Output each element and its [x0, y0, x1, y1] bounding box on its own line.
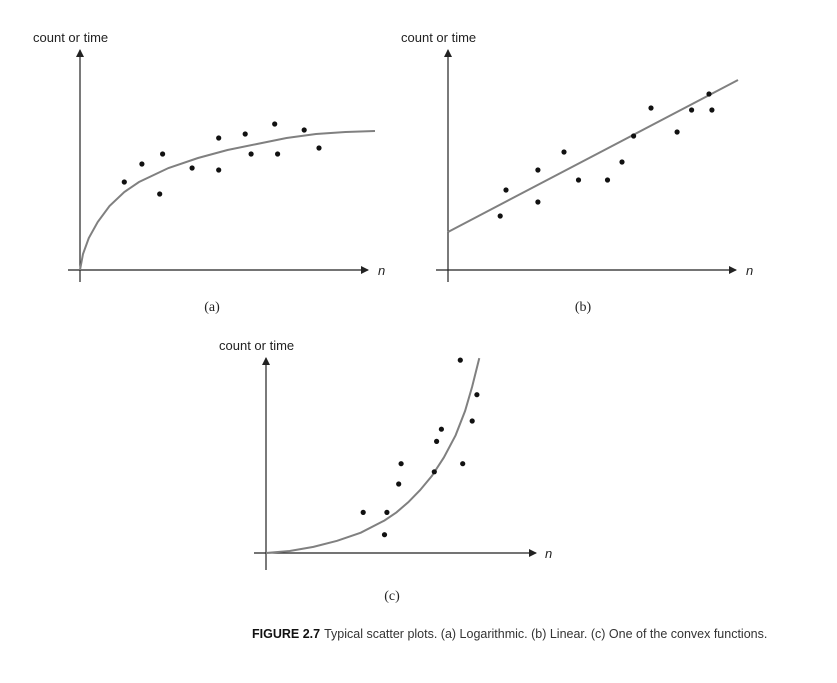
data-point-6	[575, 177, 582, 183]
figure-label: FIGURE 2.7	[252, 627, 321, 641]
data-point-8	[242, 131, 248, 137]
data-point-3	[384, 509, 390, 515]
trend-line	[447, 79, 739, 233]
data-point-1	[121, 179, 127, 185]
y-axis-label: count or time	[33, 30, 108, 45]
data-point-1	[360, 509, 366, 515]
data-point-1	[497, 213, 503, 219]
panel-a: count or time n (a)	[33, 30, 385, 315]
data-point-13	[706, 91, 712, 97]
data-points	[360, 357, 480, 538]
x-axis-label: n	[378, 263, 385, 278]
figure-caption: FIGURE 2.7 Typical scatter plots. (a) Log…	[252, 626, 772, 643]
data-point-9	[457, 357, 463, 363]
figure-scatter-plots: count or time n (a) count or time n (b) …	[33, 30, 753, 604]
data-points	[497, 91, 715, 219]
data-point-7	[216, 167, 222, 173]
data-point-4	[160, 151, 166, 157]
data-point-5	[398, 461, 404, 467]
trend-curve	[79, 130, 376, 271]
data-point-3	[535, 199, 541, 205]
data-point-8	[438, 426, 444, 432]
data-point-10	[460, 461, 466, 467]
data-point-7	[434, 438, 440, 444]
x-axis-label: n	[746, 263, 753, 278]
data-point-5	[189, 165, 195, 171]
data-point-11	[674, 129, 680, 135]
panel-label: (a)	[204, 300, 220, 315]
data-points	[121, 121, 322, 197]
data-point-9	[631, 133, 637, 139]
data-point-6	[431, 469, 437, 475]
panel-label: (c)	[384, 589, 400, 604]
trend-curve	[265, 357, 481, 554]
panel-b: count or time n (b)	[401, 30, 753, 315]
data-point-5	[561, 149, 567, 155]
y-axis-label: count or time	[401, 30, 476, 45]
data-point-12	[474, 392, 480, 398]
data-point-9	[248, 151, 254, 157]
data-point-14	[709, 107, 715, 113]
y-axis-label: count or time	[219, 338, 294, 353]
data-point-10	[648, 105, 654, 111]
data-point-12	[689, 107, 695, 113]
data-point-4	[396, 481, 402, 487]
data-point-10	[272, 121, 278, 127]
panel-label: (b)	[575, 300, 592, 315]
panel-c: count or time n (c)	[219, 338, 552, 604]
data-point-11	[469, 418, 475, 424]
data-point-6	[216, 135, 222, 141]
data-point-3	[157, 191, 163, 197]
caption-text: Typical scatter plots. (a) Logarithmic. …	[324, 627, 768, 641]
data-point-13	[316, 145, 322, 151]
data-point-7	[604, 177, 611, 183]
data-point-2	[139, 161, 145, 167]
x-axis-label: n	[545, 546, 552, 561]
data-point-2	[503, 187, 509, 193]
data-point-4	[535, 167, 541, 173]
data-point-11	[275, 151, 281, 157]
data-point-8	[619, 159, 625, 165]
data-point-2	[381, 532, 388, 538]
data-point-12	[301, 127, 307, 133]
